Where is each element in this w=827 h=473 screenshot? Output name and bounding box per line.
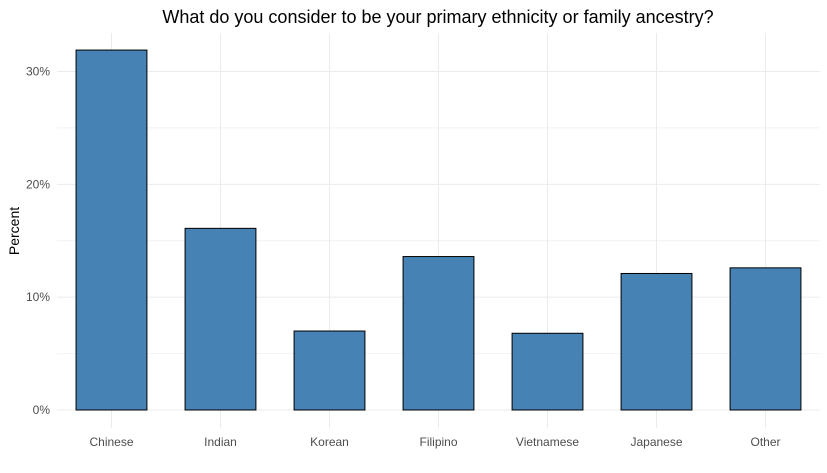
- bars: [75, 49, 802, 411]
- y-tick-label: 20%: [26, 177, 50, 191]
- bar-other: [729, 267, 802, 411]
- x-tick-label: Vietnamese: [516, 435, 579, 449]
- x-tick-label: Korean: [310, 435, 349, 449]
- y-axis-label: Percent: [6, 207, 22, 255]
- y-tick-label: 10%: [26, 290, 50, 304]
- y-axis-ticks: 0% 10% 20% 30%: [26, 65, 50, 418]
- y-tick-label: 30%: [26, 65, 50, 79]
- bar-chinese: [75, 49, 148, 411]
- bar-indian: [184, 227, 257, 411]
- x-tick-label: Other: [750, 435, 780, 449]
- bar-vietnamese: [511, 332, 584, 411]
- x-tick-label: Chinese: [89, 435, 133, 449]
- bar-korean: [293, 330, 366, 411]
- y-tick-label: 0%: [33, 403, 51, 417]
- bar-filipino: [402, 256, 475, 411]
- bar-japanese: [620, 272, 693, 411]
- x-tick-label: Filipino: [419, 435, 457, 449]
- x-axis-ticks: Chinese Indian Korean Filipino Vietnamese Jap…: [89, 435, 780, 449]
- x-tick-label: Japanese: [630, 435, 682, 449]
- chart-title: What do you consider to be your primary …: [162, 7, 713, 27]
- x-tick-label: Indian: [204, 435, 237, 449]
